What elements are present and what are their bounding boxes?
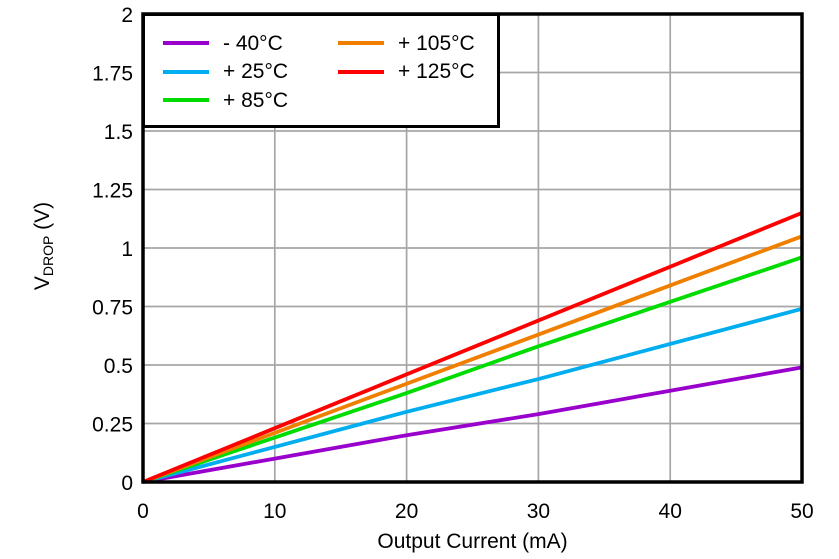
y-tick-label: 0 xyxy=(121,472,133,495)
legend: - 40°C + 25°C + 85°C + 105°C + 125°C xyxy=(142,13,500,128)
legend-item: - 40°C xyxy=(163,29,288,58)
y-axis-title-unit: (V) xyxy=(31,201,54,236)
y-axis-title-subscript: DROP xyxy=(40,235,56,277)
legend-label: + 125°C xyxy=(398,60,475,84)
y-axis-title-main: V xyxy=(31,276,54,291)
legend-item: + 85°C xyxy=(163,86,288,115)
legend-line-sample xyxy=(163,69,209,74)
series-line-4 xyxy=(142,234,803,484)
x-tick-label: 10 xyxy=(263,500,286,523)
y-tick-label: 1 xyxy=(121,238,133,261)
x-tick-label: 30 xyxy=(527,500,550,523)
legend-label: + 105°C xyxy=(398,31,475,55)
legend-line-sample xyxy=(163,41,209,46)
y-tick-label: 1.25 xyxy=(92,180,133,203)
legend-label: - 40°C xyxy=(223,31,283,55)
y-tick-label: 0.75 xyxy=(92,297,133,320)
x-tick-label: 50 xyxy=(790,500,813,523)
series-line-2 xyxy=(142,307,803,484)
y-tick-label: 2 xyxy=(121,4,133,27)
legend-column-right: + 105°C + 125°C xyxy=(338,29,475,86)
legend-item: + 25°C xyxy=(163,58,288,87)
legend-line-sample xyxy=(338,41,384,46)
legend-item: + 125°C xyxy=(338,58,475,87)
y-tick-label: 1.75 xyxy=(92,63,133,86)
y-axis-title: VDROP (V) xyxy=(29,146,57,346)
legend-label: + 25°C xyxy=(223,60,289,84)
y-tick-label: 0.25 xyxy=(92,414,133,437)
series-line-5 xyxy=(142,211,803,484)
x-tick-label: 0 xyxy=(137,500,149,523)
x-tick-label: 20 xyxy=(395,500,418,523)
series-line-1 xyxy=(142,365,803,484)
legend-item: + 105°C xyxy=(338,29,475,58)
legend-line-sample xyxy=(163,98,209,103)
y-tick-label: 1.5 xyxy=(104,121,133,144)
legend-column-left: - 40°C + 25°C + 85°C xyxy=(163,29,288,115)
y-tick-label: 0.5 xyxy=(104,355,133,378)
series-line-3 xyxy=(142,255,803,484)
x-axis-title: Output Current (mA) xyxy=(377,530,568,553)
legend-line-sample xyxy=(338,69,384,74)
x-tick-label: 40 xyxy=(659,500,682,523)
legend-label: + 85°C xyxy=(223,88,289,112)
